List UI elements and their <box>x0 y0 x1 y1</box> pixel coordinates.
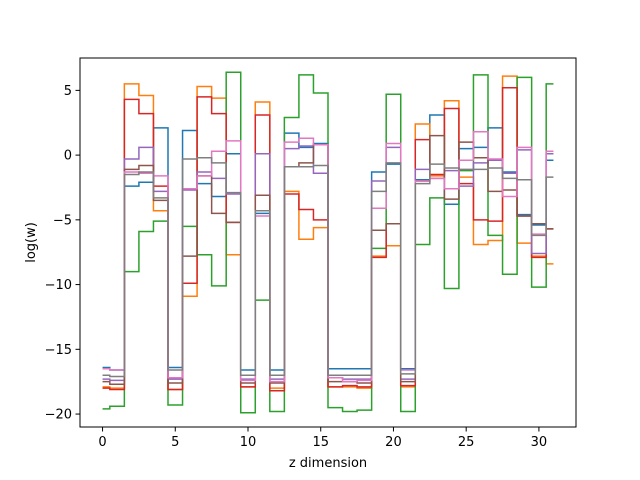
y-tick-label: −15 <box>45 343 72 358</box>
y-axis: −20 −15 −10 −5 0 5 <box>45 84 80 423</box>
x-axis-label: z dimension <box>289 456 367 471</box>
series-layer <box>102 71 554 414</box>
y-tick-label: −5 <box>53 213 72 228</box>
y-tick-label: −20 <box>45 408 72 423</box>
x-axis: 0 5 10 15 20 25 30 <box>98 427 547 450</box>
y-axis-label: log(w) <box>24 222 39 263</box>
x-tick-label: 30 <box>531 435 548 450</box>
x-tick-label: 5 <box>171 435 179 450</box>
series-line-1 <box>102 114 554 371</box>
series-line-8 <box>102 156 554 378</box>
y-tick-label: −10 <box>45 278 72 293</box>
x-tick-label: 15 <box>312 435 329 450</box>
x-tick-label: 20 <box>385 435 402 450</box>
x-tick-label: 25 <box>458 435 475 450</box>
y-tick-label: 0 <box>64 149 72 164</box>
x-tick-label: 10 <box>240 435 257 450</box>
x-tick-label: 0 <box>98 435 106 450</box>
plot-frame <box>79 57 577 428</box>
y-tick-label: 5 <box>64 84 72 99</box>
